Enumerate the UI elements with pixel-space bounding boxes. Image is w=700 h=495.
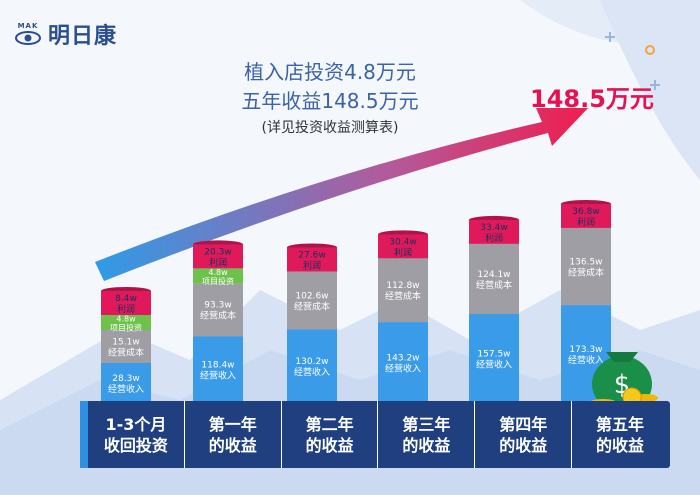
category-label-2: 第二年 的收益 — [280, 401, 378, 468]
bar-value-label-5-0: 173.3w — [569, 345, 602, 355]
growth-arrow — [95, 108, 588, 281]
bar-value-label-3-0: 143.2w — [386, 354, 419, 364]
bar-item-label-0-0: 经营收入 — [108, 383, 144, 395]
headline-income: 五年收益148.5万元 — [241, 89, 419, 113]
bar-value-label-1-1: 93.3w — [204, 301, 231, 311]
bar-value-label-4-0: 157.5w — [477, 350, 510, 360]
bar-item-label-1-3: 利润 — [209, 256, 227, 268]
category-label-5: 第五年 的收益 — [571, 401, 668, 468]
bar-segment-profit-2 — [287, 247, 337, 272]
bar-segment-profit-1 — [193, 244, 243, 269]
bar-item-label-5-0: 经营收入 — [568, 354, 604, 366]
brand-name: 明日康 — [48, 24, 118, 49]
bar-segment-cost-3 — [378, 258, 428, 323]
bar-value-label-3-3: 30.4w — [389, 237, 416, 247]
bar-segment-cost-1 — [193, 283, 243, 337]
bar-item-label-4-3: 利润 — [485, 232, 503, 244]
bar-value-label-1-0: 118.4w — [201, 361, 234, 371]
bar-item-label-1-1: 经营成本 — [200, 310, 236, 322]
bar-segment-cost-2 — [287, 271, 337, 330]
headline-note: (详见投资收益测算表) — [261, 120, 399, 136]
category-label-3: 第三年 的收益 — [377, 401, 474, 468]
bar-item-label-4-0: 经营收入 — [476, 359, 512, 371]
bar-value-label-5-1: 136.5w — [569, 258, 602, 268]
bar-item-label-3-1: 经营成本 — [385, 290, 421, 302]
bar-value-label-1-3: 20.3w — [204, 247, 231, 257]
headline-investment: 植入店投资4.8万元 — [244, 60, 416, 84]
bar-segment-cost-0 — [101, 330, 151, 363]
bar-value-label-0-3: 8.4w — [115, 294, 137, 304]
brand-logo: MAK 明日康 — [14, 18, 117, 50]
bar-item-label-2-1: 经营成本 — [294, 300, 330, 312]
bar-value-label-4-1: 124.1w — [477, 270, 510, 280]
bar-item-label-1-0: 经营收入 — [200, 370, 236, 382]
brand-mark-text: MAK — [17, 22, 39, 30]
bars-group: 28.3w经营收入15.1w经营成本4.8w项目投资8.4w利润118.4w经营… — [101, 199, 611, 403]
bar-value-label-1-2: 4.8w — [208, 268, 228, 277]
bar-segment-revenue-4 — [469, 314, 519, 403]
bar-item-label-5-1: 经营成本 — [568, 267, 604, 279]
category-labels: 1-3个月 收回投资 第一年 的收益 第二年 的收益 第三年 的收益 第四年 的收益 第五年 的收益 — [88, 401, 668, 468]
brand-mark: MAK — [14, 22, 42, 46]
bar-value-label-2-1: 102.6w — [295, 291, 328, 301]
bar-value-label-2-0: 130.2w — [295, 357, 328, 367]
headline: 植入店投资4.8万元 五年收益148.5万元 (详见投资收益测算表) — [200, 58, 460, 140]
category-label-1: 第一年 的收益 — [183, 401, 281, 468]
bar-value-label-2-3: 27.6w — [298, 250, 325, 260]
category-label-4: 第四年 的收益 — [474, 401, 571, 468]
bar-segment-revenue-1 — [193, 336, 243, 403]
bar-value-label-4-3: 33.4w — [480, 223, 507, 233]
bar-segment-profit-3 — [378, 234, 428, 259]
bar-value-label-0-2: 4.8w — [116, 315, 136, 324]
bar-item-label-0-2: 项目投资 — [110, 323, 142, 333]
bar-segment-project-1 — [193, 268, 243, 284]
bar-segment-revenue-3 — [378, 322, 428, 403]
bar-value-label-0-1: 15.1w — [112, 338, 139, 348]
eye-logo-icon — [15, 31, 41, 45]
bar-item-label-2-0: 经营收入 — [294, 366, 330, 378]
bar-segment-profit-0 — [101, 291, 151, 315]
sparkle-decor-icon — [605, 32, 660, 90]
bar-value-label-3-1: 112.8w — [386, 281, 419, 291]
bar-segment-cost-5 — [561, 227, 611, 306]
bar-item-label-3-0: 经营收入 — [385, 363, 421, 375]
footer-stripe — [80, 401, 88, 468]
bar-segment-revenue-2 — [287, 329, 337, 403]
bar-value-label-0-0: 28.3w — [112, 374, 139, 384]
bar-item-label-0-3: 利润 — [117, 303, 135, 315]
bar-value-label-5-3: 36.8w — [572, 207, 599, 217]
bar-segment-profit-5 — [561, 203, 611, 228]
bar-segment-cost-4 — [469, 243, 519, 315]
bar-segment-revenue-0 — [101, 363, 151, 403]
bar-item-label-0-1: 经营成本 — [108, 347, 144, 359]
bar-segment-profit-4 — [469, 219, 519, 244]
bar-item-label-4-1: 经营成本 — [476, 279, 512, 291]
bar-item-label-1-2: 项目投资 — [202, 276, 234, 286]
category-label-0: 1-3个月 收回投资 — [103, 414, 168, 455]
bar-segment-project-0 — [101, 315, 151, 330]
bar-item-label-3-3: 利润 — [394, 246, 412, 258]
bar-item-label-5-3: 利润 — [577, 216, 595, 228]
bar-item-label-2-3: 利润 — [303, 259, 321, 271]
